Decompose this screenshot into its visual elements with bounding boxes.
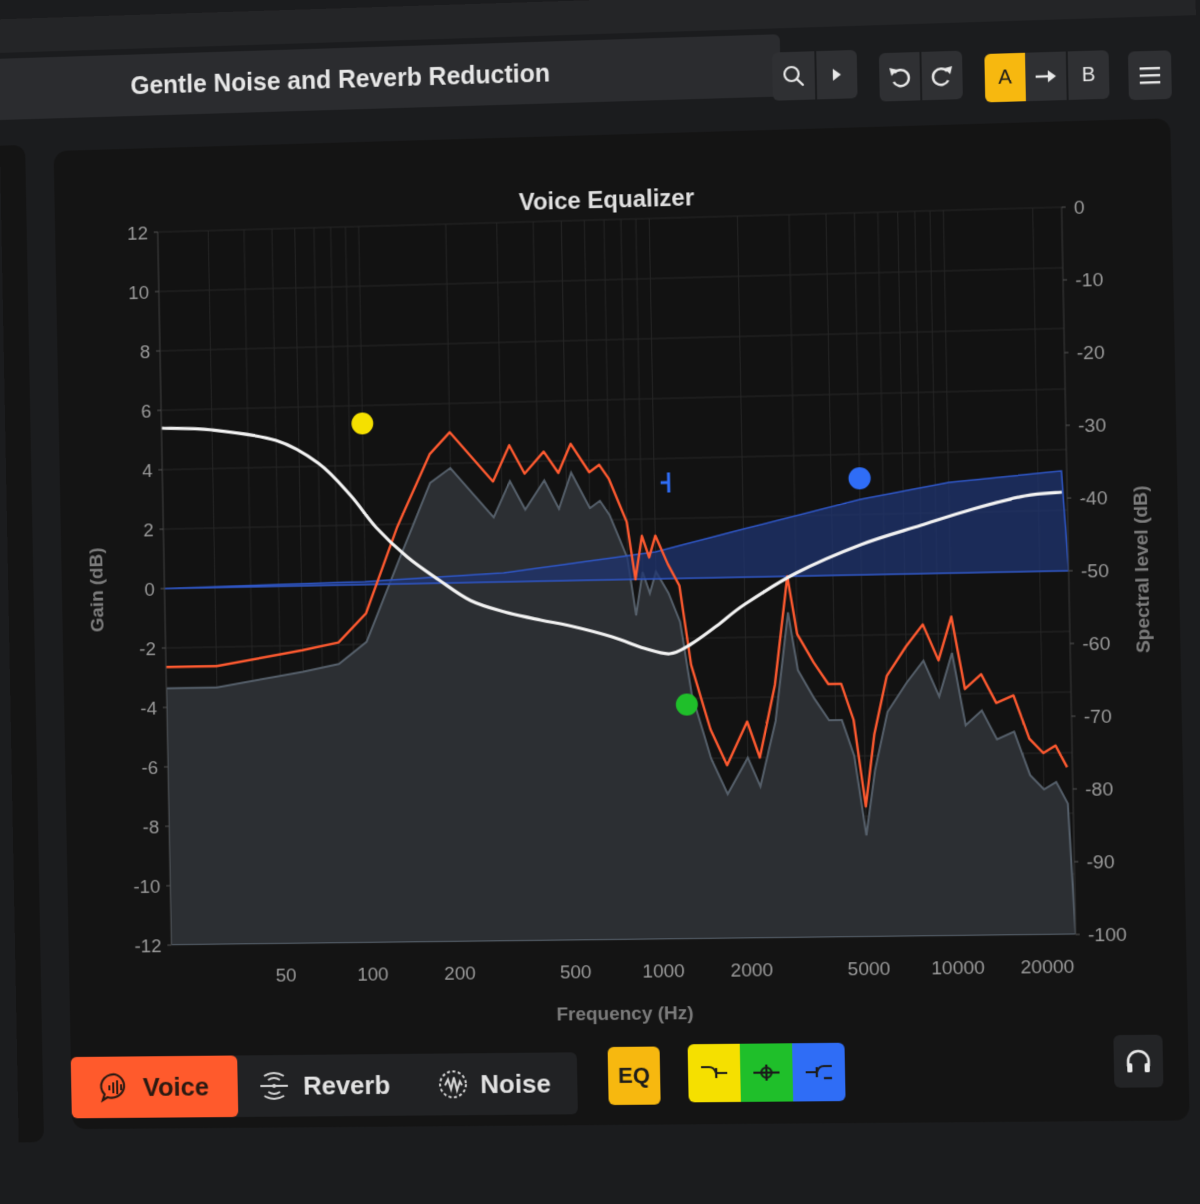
play-button[interactable] — [816, 50, 857, 99]
high-shelf-icon — [803, 1061, 834, 1083]
arrow-right-icon — [1033, 68, 1058, 85]
y-tick-label: -10 — [133, 876, 160, 897]
y2-tick-label: -20 — [1076, 341, 1104, 363]
y2-tick-label: -80 — [1085, 778, 1113, 800]
y2-tick-label: -10 — [1075, 269, 1103, 291]
x-tick-label: 5000 — [847, 958, 890, 980]
y-tick-label: 10 — [128, 282, 149, 303]
menu-icon — [1138, 65, 1161, 86]
x-tick-label: 500 — [560, 961, 592, 982]
y2-tick-label: -50 — [1081, 560, 1109, 582]
tab-noise[interactable]: Noise — [410, 1052, 578, 1115]
x-tick-label: 50 — [275, 964, 296, 985]
tab-reverb-label: Reverb — [303, 1069, 391, 1101]
tab-voice-label: Voice — [143, 1071, 210, 1102]
x-tick-label: 200 — [444, 962, 476, 983]
eq-button[interactable]: EQ — [608, 1047, 661, 1106]
y2-tick-label: -90 — [1086, 851, 1114, 873]
high-shelf-band-button[interactable] — [792, 1043, 846, 1102]
y-tick-label: -2 — [139, 638, 156, 659]
y-tick-label: -8 — [142, 816, 159, 837]
y-tick-label: 4 — [142, 460, 153, 481]
low-shelf-band-button[interactable] — [688, 1044, 741, 1103]
left-panel — [0, 145, 44, 1143]
y-tick-label: 6 — [141, 401, 152, 422]
menu-button[interactable] — [1128, 50, 1172, 100]
redo-button[interactable] — [921, 51, 962, 101]
tab-reverb[interactable]: Reverb — [237, 1054, 411, 1117]
reverb-waves-icon — [258, 1070, 292, 1102]
x-axis-label: Frequency (Hz) — [556, 1002, 694, 1025]
eq-graph[interactable]: 5010020050010002000500010000200001210864… — [54, 118, 1188, 1040]
compare-b-label: B — [1082, 63, 1096, 87]
low-shelf-icon — [699, 1062, 730, 1084]
x-tick-label: 1000 — [642, 960, 685, 982]
y-tick-label: 8 — [140, 341, 151, 362]
y-axis-label-right: Spectral level (dB) — [1129, 485, 1154, 653]
x-tick-label: 20000 — [1020, 956, 1074, 978]
compare-a-label: A — [998, 66, 1012, 90]
bell-band-icon — [751, 1061, 782, 1083]
y2-tick-label: -100 — [1088, 924, 1127, 946]
y-tick-label: 0 — [144, 579, 155, 600]
voice-equalizer-panel: Voice Equalizer 501002005001000200050001… — [54, 118, 1190, 1129]
copy-a-to-b-button[interactable] — [1025, 52, 1067, 102]
compare-b-button[interactable]: B — [1068, 50, 1110, 100]
x-tick-label: 100 — [357, 963, 389, 984]
y2-tick-label: -40 — [1079, 487, 1107, 509]
search-icon — [782, 65, 805, 88]
redo-icon — [929, 62, 956, 89]
play-icon — [830, 66, 844, 83]
headphones-icon — [1124, 1048, 1153, 1075]
tab-voice[interactable]: Voice — [71, 1055, 239, 1118]
compare-a-button[interactable]: A — [984, 53, 1026, 103]
y-tick-label: 2 — [143, 519, 154, 540]
undo-button[interactable] — [879, 52, 920, 102]
x-tick-label: 10000 — [931, 957, 985, 979]
y-axis-label-left: Gain (dB) — [85, 547, 107, 632]
y-tick-label: -6 — [141, 757, 158, 778]
y-tick-label: -4 — [140, 698, 157, 719]
search-button[interactable] — [772, 51, 815, 100]
tab-noise-label: Noise — [480, 1068, 551, 1100]
y2-tick-label: 0 — [1074, 196, 1085, 218]
y2-tick-label: -30 — [1078, 414, 1106, 436]
module-tabs: Voice Reverb Noise — [71, 1052, 578, 1118]
preset-name[interactable]: Gentle Noise and Reverb Reduction — [130, 59, 550, 101]
voice-bubble-icon — [100, 1071, 132, 1103]
eq-button-label: EQ — [618, 1063, 650, 1089]
monitor-button[interactable] — [1113, 1035, 1163, 1088]
y-tick-label: -12 — [134, 935, 161, 956]
x-tick-label: 2000 — [730, 959, 773, 981]
y-tick-label: 12 — [127, 222, 148, 243]
noise-circle-icon — [436, 1068, 468, 1100]
bell-band-button[interactable] — [740, 1043, 793, 1102]
undo-icon — [886, 63, 913, 90]
y2-tick-label: -70 — [1083, 705, 1111, 727]
y2-tick-label: -60 — [1082, 633, 1110, 655]
